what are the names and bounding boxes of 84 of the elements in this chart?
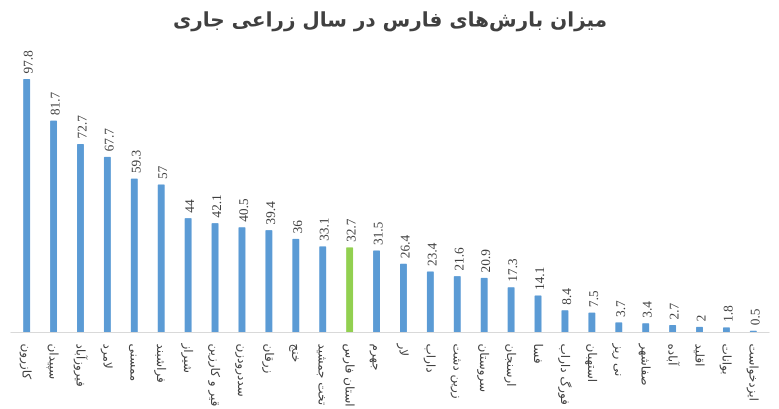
x-tick-label: زرقان [262, 344, 276, 374]
x-tick-label: داراب [423, 344, 438, 373]
data-label: 1.8 [720, 304, 736, 322]
x-tick-label: شیراز [181, 342, 196, 373]
bar [454, 276, 461, 332]
x-tick-label: فراشبند [154, 344, 168, 383]
data-label: 57 [155, 165, 170, 180]
bar [480, 278, 488, 332]
bar [615, 322, 622, 332]
x-tick-label: سپیدان [46, 344, 61, 380]
bar [696, 326, 703, 332]
x-tick-label: نی ریز [612, 342, 626, 376]
bar [104, 156, 111, 332]
x-tick-label: صفاشهر [638, 342, 653, 386]
data-label: 14.1 [532, 266, 548, 290]
bar [400, 264, 407, 332]
bar [212, 223, 219, 332]
bar [130, 178, 138, 332]
x-tick-label: جهرم [370, 344, 384, 370]
x-tick-label: لار [396, 342, 410, 356]
bar [319, 246, 326, 332]
data-label: 20.9 [478, 248, 494, 272]
bar [588, 312, 596, 332]
x-tick-label: سددرودزن [234, 344, 249, 397]
x-tick-label: فسا [531, 344, 546, 364]
data-label: 7.5 [586, 290, 601, 308]
data-label: 3.7 [612, 300, 628, 317]
bar [77, 144, 84, 332]
data-label: 33.1 [316, 218, 332, 241]
x-tick-label: تخت جمشید [316, 344, 330, 406]
bar [23, 79, 30, 332]
x-tick-label: سروستان [477, 344, 492, 392]
x-tick-label: اقلید [692, 344, 707, 366]
data-label: 26.4 [397, 234, 412, 258]
x-tick-label: ممسنی [127, 344, 142, 382]
bar [346, 247, 354, 332]
data-label: 2 [694, 314, 709, 322]
x-tick-label: بوانات [719, 344, 734, 375]
data-label: 44 [182, 199, 198, 213]
data-label: 42.1 [209, 194, 224, 218]
data-label: 8.4 [558, 288, 574, 305]
data-label: 39.4 [262, 200, 278, 225]
x-tick-label: کازرون [20, 344, 34, 380]
bar [265, 230, 272, 332]
bar [642, 323, 650, 332]
data-label: 17.3 [505, 258, 520, 282]
x-tick-label: آباده [666, 344, 681, 366]
data-label: 72.7 [74, 114, 90, 138]
data-label: 59.3 [128, 149, 144, 174]
x-tick-label: فیروزآباد [73, 344, 88, 387]
x-tick-label: زرین دشت [450, 344, 464, 399]
data-label: 81.7 [48, 91, 63, 116]
data-label: 2.7 [666, 302, 682, 320]
x-tick-label: استان فارس [342, 344, 357, 407]
bar [373, 250, 380, 332]
data-label: 67.7 [101, 128, 116, 152]
bar [50, 120, 58, 332]
x-tick-label: لامرد [100, 344, 114, 369]
x-tick-label: ارسنجان [504, 344, 518, 387]
data-label: 40.5 [236, 198, 251, 222]
bar [508, 287, 515, 332]
x-tick-label: خنج [288, 344, 303, 362]
bar [561, 310, 568, 332]
bar [158, 184, 165, 332]
data-label: 36 [290, 220, 305, 234]
data-label: 23.4 [424, 242, 440, 266]
data-label: 97.8 [20, 50, 36, 74]
data-label: 0.5 [747, 308, 762, 326]
bar [238, 227, 246, 332]
chart-title: میزان بارش‌های فارس در سال زراعی جاری [172, 8, 608, 32]
bar [292, 238, 300, 332]
x-tick-label: استهبان [584, 344, 599, 382]
bar [184, 218, 192, 332]
data-label: 21.6 [451, 246, 466, 271]
data-label: 32.7 [344, 218, 359, 242]
bar [722, 327, 730, 332]
bar [426, 271, 434, 332]
bar [669, 325, 676, 332]
x-tick-label: ایزدخواست [746, 344, 760, 401]
bar [534, 296, 542, 332]
x-tick-label: قیر و کارزین [208, 344, 222, 406]
x-tick-label: فورگ داراب [558, 344, 572, 405]
data-label: 31.5 [370, 221, 386, 246]
data-label: 3.4 [640, 300, 655, 318]
